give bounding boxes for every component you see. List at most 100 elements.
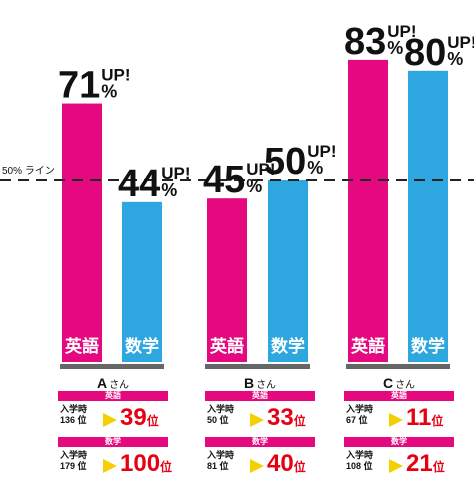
after-rank: 33位: [267, 404, 306, 432]
after-rank: 100位: [120, 450, 172, 478]
math-strip: 数学: [58, 437, 168, 447]
after-rank-unit: 位: [146, 414, 159, 428]
english-strip: 英語: [344, 391, 454, 401]
bar-value-label: 71: [58, 65, 100, 107]
card-a: A さん 英語 入学時 136 位 39位 数学 入学時 179 位 100位: [58, 375, 172, 483]
bar-subject-label: 英語: [210, 336, 244, 356]
arrow-icon: [250, 459, 264, 473]
up-marker: UP!: [387, 22, 416, 41]
before-label: 入学時: [207, 450, 235, 460]
before-label: 入学時: [346, 450, 374, 460]
bar-math: [268, 180, 308, 362]
after-rank-number: 21: [406, 450, 433, 477]
bar-english: [62, 103, 102, 362]
before-rank: 入学時 81 位: [207, 450, 234, 472]
reference-line-label: 50% ライン: [2, 165, 55, 177]
after-rank-number: 39: [120, 404, 147, 431]
before-rank-value: 81 位: [207, 461, 229, 471]
person-letter: C: [382, 375, 394, 391]
bar-subject-label: 英語: [65, 336, 99, 356]
english-rank-row: 入学時 50 位 33位: [205, 401, 315, 437]
percent-sign: %: [161, 180, 177, 200]
before-label: 入学時: [60, 450, 88, 460]
group-baseline: [346, 364, 450, 369]
up-marker: UP!: [447, 33, 474, 52]
arrow-icon: [103, 459, 117, 473]
before-rank: 入学時 67 位: [346, 404, 373, 426]
english-rank-row: 入学時 67 位 11位: [344, 401, 454, 437]
after-rank: 21位: [406, 450, 445, 478]
bar-subject-label: 英語: [351, 336, 385, 356]
math-rank-row: 入学時 81 位 40位: [205, 447, 315, 483]
bar-subject-label: 数学: [411, 336, 445, 356]
bar-value-label: 80: [404, 32, 446, 74]
arrow-icon: [103, 413, 117, 427]
after-rank-number: 100: [120, 450, 161, 477]
bar-value-label: 83: [344, 21, 386, 63]
before-rank-value: 50 位: [207, 415, 229, 425]
before-rank: 入学時 179 位: [60, 450, 87, 472]
bar-english: [207, 198, 247, 362]
arrow-icon: [389, 459, 403, 473]
math-rank-row: 入学時 108 位 21位: [344, 447, 454, 483]
percent-sign: %: [246, 176, 262, 196]
after-rank-unit: 位: [432, 460, 445, 474]
before-rank: 入学時 108 位: [346, 450, 373, 472]
english-rank-row: 入学時 136 位 39位: [58, 401, 168, 437]
person-name: C さん: [344, 375, 454, 391]
before-label: 入学時: [346, 404, 374, 414]
up-marker: UP!: [161, 164, 190, 183]
english-strip: 英語: [205, 391, 315, 401]
honorific: さん: [395, 380, 416, 391]
before-rank: 入学時 50 位: [207, 404, 234, 426]
arrow-icon: [250, 413, 264, 427]
bar-value-label: 44: [118, 163, 160, 205]
group-baseline: [205, 364, 310, 369]
after-rank-unit: 位: [431, 414, 444, 428]
after-rank: 11位: [406, 404, 443, 432]
after-rank-unit: 位: [293, 414, 306, 428]
bar-value-label: 45: [203, 159, 245, 201]
person-name: A さん: [58, 375, 168, 391]
group-baseline: [60, 364, 164, 369]
math-rank-row: 入学時 179 位 100位: [58, 447, 172, 483]
bar-english: [348, 59, 388, 362]
after-rank-unit: 位: [293, 460, 306, 474]
person-letter: A: [96, 375, 108, 391]
before-rank-value: 108 位: [346, 461, 373, 471]
bar-math: [408, 70, 448, 363]
after-rank-number: 11: [406, 404, 432, 431]
before-rank: 入学時 136 位: [60, 404, 87, 426]
honorific: さん: [109, 380, 130, 391]
bar-subject-label: 数学: [271, 336, 305, 356]
english-strip: 英語: [58, 391, 168, 401]
person-name: B さん: [205, 375, 315, 391]
before-rank-value: 67 位: [346, 415, 368, 425]
bar-math: [122, 201, 162, 362]
up-marker: UP!: [307, 142, 336, 161]
person-letter: B: [243, 375, 255, 391]
after-rank: 40位: [267, 450, 306, 478]
math-strip: 数学: [205, 437, 315, 447]
percent-sign: %: [387, 38, 403, 58]
up-marker: UP!: [246, 160, 275, 179]
honorific: さん: [256, 380, 277, 391]
after-rank-number: 40: [267, 450, 294, 477]
card-b: B さん 英語 入学時 50 位 33位 数学 入学時 81 位 40位: [205, 375, 315, 483]
after-rank-number: 33: [267, 404, 294, 431]
math-strip: 数学: [344, 437, 454, 447]
before-rank-value: 136 位: [60, 415, 87, 425]
before-rank-value: 179 位: [60, 461, 87, 471]
percent-sign: %: [307, 158, 323, 178]
percent-sign: %: [447, 49, 463, 69]
arrow-icon: [389, 413, 403, 427]
card-c: C さん 英語 入学時 67 位 11位 数学 入学時 108 位 21位: [344, 375, 454, 483]
before-label: 入学時: [60, 404, 88, 414]
before-label: 入学時: [207, 404, 235, 414]
up-marker: UP!: [101, 66, 130, 85]
percent-sign: %: [101, 82, 117, 102]
after-rank-unit: 位: [160, 460, 173, 474]
bar-value-label: 50: [264, 141, 306, 183]
after-rank: 39位: [120, 404, 159, 432]
